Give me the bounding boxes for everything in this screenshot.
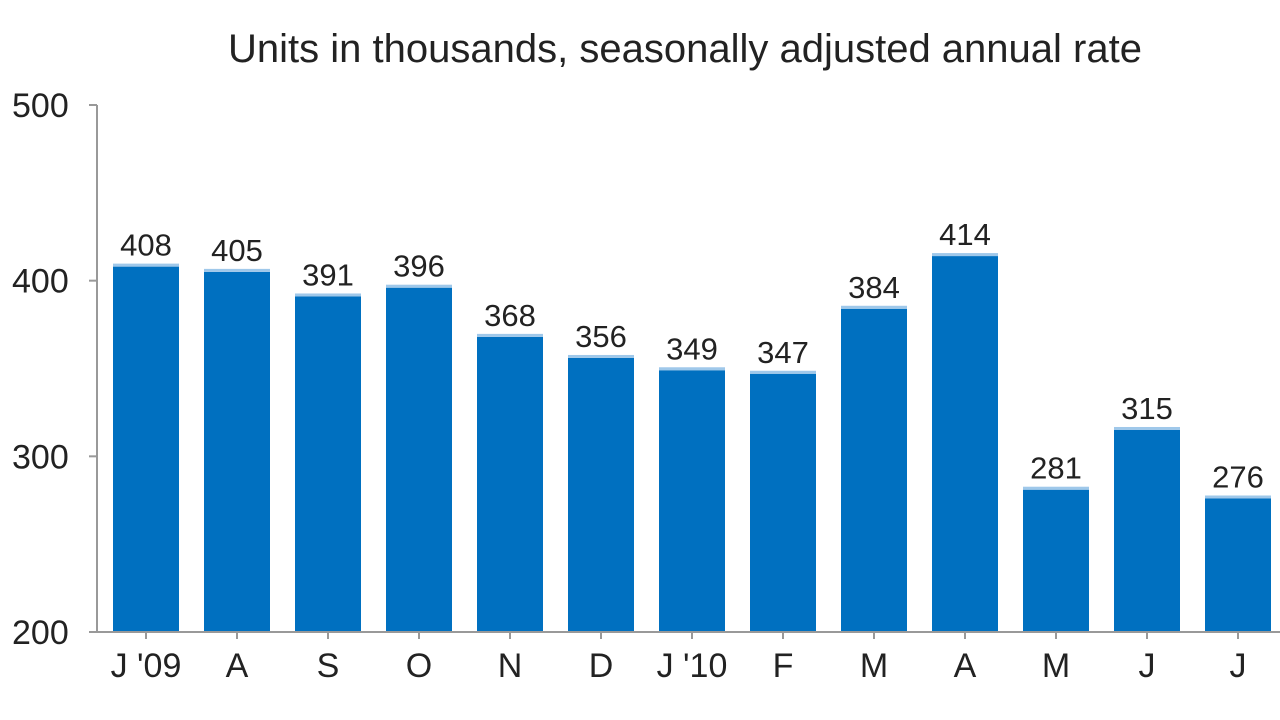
bar-value-label: 405 — [211, 233, 263, 268]
x-category-label: N — [498, 647, 523, 685]
bar-value-label: 414 — [939, 217, 991, 252]
bar — [841, 308, 907, 632]
x-category-label: J — [1230, 647, 1247, 685]
x-category-label: M — [1042, 647, 1070, 685]
bar — [204, 271, 270, 632]
x-category-label: J '09 — [111, 647, 182, 685]
bar-value-label: 368 — [484, 298, 536, 333]
chart-title: Units in thousands, seasonally adjusted … — [228, 27, 1142, 71]
bar-value-label: 347 — [757, 335, 809, 370]
bar-top-highlight — [295, 293, 361, 297]
bar-value-label: 384 — [848, 270, 900, 305]
bar-value-label: 408 — [120, 228, 172, 263]
x-category-label: A — [954, 647, 977, 685]
bar — [295, 296, 361, 632]
bar-top-highlight — [841, 305, 907, 309]
bar-value-label: 349 — [666, 331, 718, 366]
x-category-label: O — [406, 647, 432, 685]
y-axis: 200 300 400 500 — [12, 87, 98, 652]
x-category-label: S — [317, 647, 340, 685]
bar-top-highlight — [386, 284, 452, 288]
bar-top-highlight — [113, 263, 179, 267]
bar — [659, 370, 725, 632]
y-tick-label: 200 — [12, 614, 69, 652]
x-category-label: D — [589, 647, 614, 685]
bar-top-highlight — [750, 370, 816, 374]
bar — [568, 357, 634, 632]
bar-top-highlight — [659, 367, 725, 371]
bar — [1023, 489, 1089, 632]
x-category-label: J '10 — [657, 647, 728, 685]
bar-top-highlight — [932, 253, 998, 257]
bar-value-label: 315 — [1121, 391, 1173, 426]
y-tick-label: 500 — [12, 87, 69, 125]
bar — [750, 373, 816, 632]
bar-value-label: 356 — [575, 319, 627, 354]
bar — [1114, 429, 1180, 632]
bar — [113, 266, 179, 632]
bars-group — [113, 253, 1271, 632]
x-category-label: F — [773, 647, 794, 685]
bar — [386, 287, 452, 632]
bar-value-label: 276 — [1212, 459, 1264, 494]
x-category-label: M — [860, 647, 888, 685]
bar-top-highlight — [204, 268, 270, 272]
x-category-label: J — [1139, 647, 1156, 685]
bar-value-label: 281 — [1030, 451, 1082, 486]
x-axis: J '09 A S O N D J '10 F M A M J J — [97, 631, 1280, 685]
y-tick-label: 300 — [12, 438, 69, 476]
bar — [1205, 498, 1271, 632]
bar-value-label: 391 — [302, 257, 354, 292]
bar-top-highlight — [568, 354, 634, 358]
bar-top-highlight — [477, 333, 543, 337]
x-category-label: A — [226, 647, 249, 685]
bar — [477, 336, 543, 632]
bar-value-label: 396 — [393, 249, 445, 284]
y-tick-label: 400 — [12, 263, 69, 301]
bar-top-highlight — [1114, 426, 1180, 430]
bar-top-highlight — [1023, 486, 1089, 490]
bar — [932, 256, 998, 632]
bar-top-highlight — [1205, 495, 1271, 499]
value-labels-group: 408 405 391 396 368 356 349 347 384 414 281 315 276 — [120, 217, 1264, 494]
